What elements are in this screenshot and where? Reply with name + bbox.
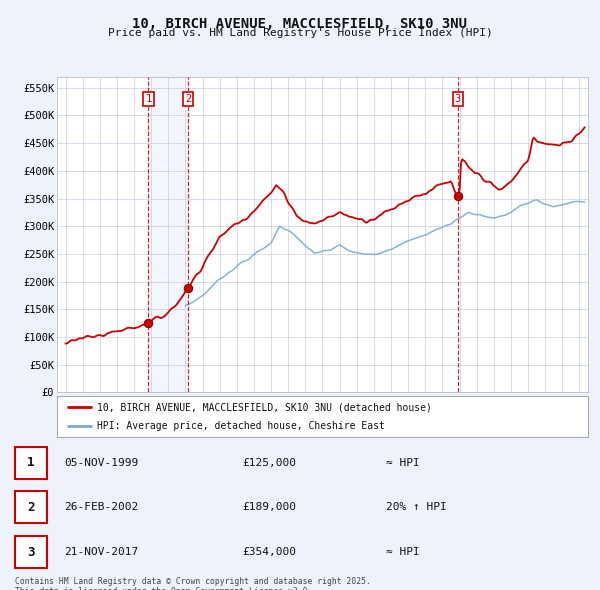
Text: 3: 3 — [455, 94, 461, 104]
Text: 2: 2 — [185, 94, 191, 104]
Text: £125,000: £125,000 — [242, 458, 296, 467]
Text: £354,000: £354,000 — [242, 548, 296, 557]
Text: 3: 3 — [27, 546, 35, 559]
Text: 20% ↑ HPI: 20% ↑ HPI — [386, 503, 447, 512]
Text: 1: 1 — [27, 456, 35, 469]
Text: Contains HM Land Registry data © Crown copyright and database right 2025.
This d: Contains HM Land Registry data © Crown c… — [15, 577, 371, 590]
Text: 10, BIRCH AVENUE, MACCLESFIELD, SK10 3NU: 10, BIRCH AVENUE, MACCLESFIELD, SK10 3NU — [133, 17, 467, 31]
Text: ≈ HPI: ≈ HPI — [386, 458, 420, 467]
Bar — [148, 77, 188, 392]
Text: 10, BIRCH AVENUE, MACCLESFIELD, SK10 3NU (detached house): 10, BIRCH AVENUE, MACCLESFIELD, SK10 3NU… — [97, 402, 432, 412]
Text: 26-FEB-2002: 26-FEB-2002 — [64, 503, 138, 512]
FancyBboxPatch shape — [15, 536, 47, 568]
Text: HPI: Average price, detached house, Cheshire East: HPI: Average price, detached house, Ches… — [97, 421, 385, 431]
Text: 1: 1 — [145, 94, 152, 104]
FancyBboxPatch shape — [15, 491, 47, 523]
FancyBboxPatch shape — [15, 447, 47, 478]
Text: 2: 2 — [27, 501, 35, 514]
Text: 21-NOV-2017: 21-NOV-2017 — [64, 548, 138, 557]
Text: ≈ HPI: ≈ HPI — [386, 548, 420, 557]
Text: Price paid vs. HM Land Registry's House Price Index (HPI): Price paid vs. HM Land Registry's House … — [107, 28, 493, 38]
Text: 05-NOV-1999: 05-NOV-1999 — [64, 458, 138, 467]
Text: £189,000: £189,000 — [242, 503, 296, 512]
